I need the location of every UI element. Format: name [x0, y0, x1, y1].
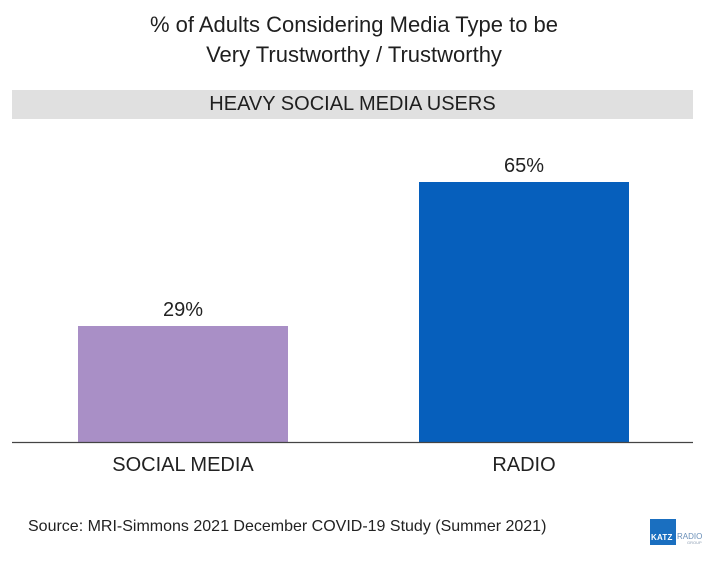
chart-title-line-1: % of Adults Considering Media Type to be: [149, 12, 559, 37]
data-label-radio: 65%: [504, 155, 544, 177]
bar-radio: [419, 182, 629, 442]
logo-group-text: GROUP: [687, 540, 702, 545]
data-label-social-media: 29%: [163, 299, 203, 321]
bar-social-media: [78, 326, 288, 442]
logo-name-text: RADIO: [677, 532, 703, 541]
katz-radio-logo: KATZ RADIO GROUP: [650, 519, 704, 545]
logo-square: [650, 519, 676, 545]
source-note: Source: MRI-Simmons 2021 December COVID-…: [28, 518, 547, 535]
chart-subtitle-band: HEAVY SOCIAL MEDIA USERS: [12, 90, 693, 119]
category-label-radio: RADIO: [492, 454, 555, 476]
category-label-social-media: SOCIAL MEDIA: [112, 454, 254, 476]
chart-title-line-2: Very Trustworthy / Trustworthy: [206, 42, 502, 67]
chart-title: % of Adults Considering Media Type to be…: [0, 10, 708, 70]
logo-brand-text: KATZ: [651, 533, 673, 542]
